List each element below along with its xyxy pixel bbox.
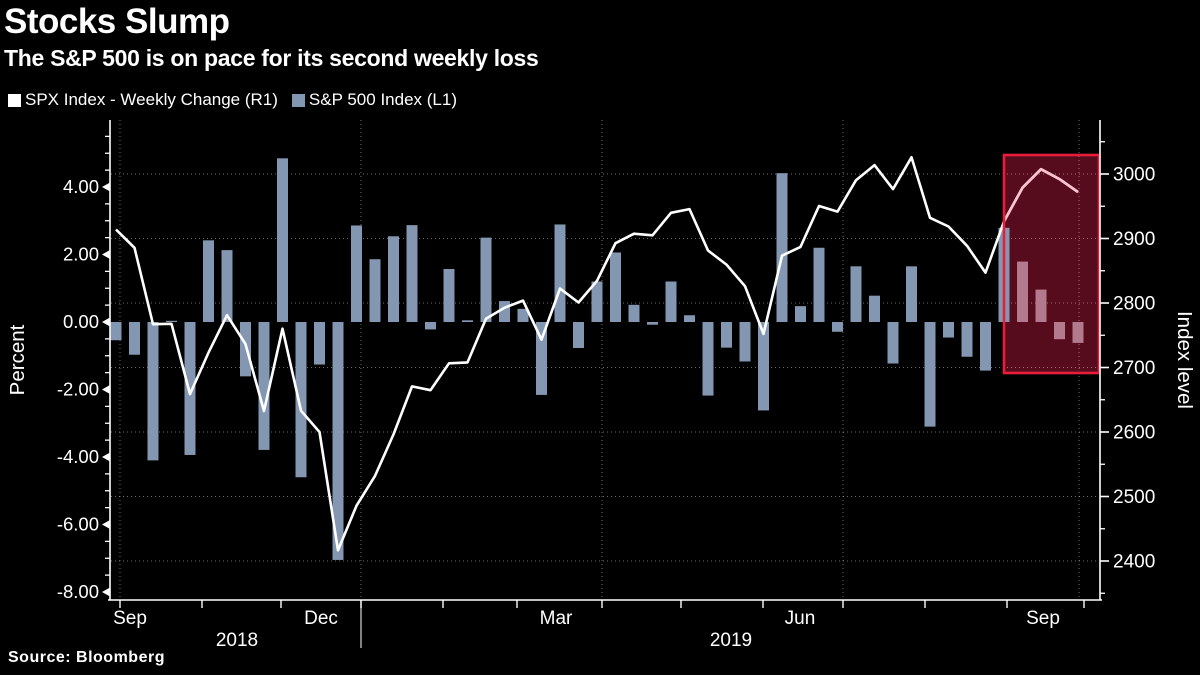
legend-item-weekly-change[interactable]: SPX Index - Weekly Change (R1)	[8, 90, 278, 110]
index-line	[115, 156, 1079, 552]
x-axis: Sep Dec Mar Jun Sep 2018 2019	[113, 600, 1085, 651]
weekly-change-bar	[203, 240, 214, 322]
weekly-change-bar	[406, 225, 418, 322]
weekly-change-bar	[369, 259, 381, 322]
weekly-change-bars	[110, 158, 1084, 560]
svg-text:Jun: Jun	[785, 608, 816, 629]
weekly-change-bar	[665, 281, 677, 322]
weekly-change-bar	[943, 322, 954, 338]
weekly-change-bar	[795, 306, 806, 322]
svg-text:2900: 2900	[1113, 229, 1155, 250]
weekly-change-bar	[480, 237, 492, 322]
weekly-change-bar	[240, 322, 251, 377]
weekly-change-bar	[462, 320, 473, 322]
svg-text:2400: 2400	[1113, 552, 1155, 573]
legend-swatch-weekly-change-icon	[8, 93, 21, 107]
weekly-change-bar	[758, 322, 769, 411]
weekly-change-bar	[924, 322, 936, 427]
weekly-change-bar	[425, 322, 436, 330]
legend-label-index: S&P 500 Index (L1)	[308, 90, 457, 109]
chart-legend: SPX Index - Weekly Change (R1) S&P 500 I…	[8, 90, 457, 110]
weekly-change-bar	[332, 322, 344, 560]
weekly-change-bar	[776, 173, 788, 322]
weekly-change-bar	[351, 225, 362, 322]
weekly-change-bar	[832, 322, 843, 332]
weekly-change-bar	[684, 315, 695, 322]
weekly-change-bar	[721, 322, 732, 348]
weekly-change-bar	[887, 322, 899, 364]
weekly-change-bar	[110, 322, 122, 341]
weekly-change-bar	[147, 322, 159, 461]
svg-text:2500: 2500	[1113, 487, 1155, 508]
weekly-change-bar	[258, 322, 270, 450]
weekly-change-bar	[277, 158, 288, 322]
svg-text:-2.00: -2.00	[57, 379, 99, 400]
highlight-region-border[interactable]	[1002, 153, 1101, 375]
weekly-change-bar	[1072, 322, 1084, 343]
weekly-change-bar	[702, 322, 714, 396]
weekly-change-bar	[610, 252, 621, 322]
weekly-change-bar	[813, 247, 825, 322]
svg-text:4.00: 4.00	[63, 176, 99, 197]
right-axis: 3000 2900 2800 2700 2600 2500 2400	[1100, 141, 1155, 594]
svg-text:2018: 2018	[216, 630, 258, 651]
page-title: Stocks Slump	[4, 2, 230, 41]
svg-text:2800: 2800	[1113, 294, 1155, 315]
weekly-change-bar	[166, 320, 177, 322]
weekly-change-bar	[1017, 261, 1028, 322]
weekly-change-bar	[1035, 289, 1047, 322]
weekly-change-bar	[980, 322, 991, 371]
weekly-change-bar	[739, 322, 751, 362]
weekly-change-bar	[554, 224, 566, 322]
weekly-change-bar	[129, 322, 140, 355]
svg-text:Mar: Mar	[540, 608, 573, 629]
weekly-change-bar	[499, 301, 510, 322]
weekly-change-bar	[388, 236, 399, 322]
svg-text:Dec: Dec	[304, 608, 338, 629]
weekly-change-bar	[1054, 322, 1065, 340]
source-note: Source: Bloomberg	[8, 649, 165, 666]
weekly-change-bar	[536, 322, 547, 395]
weekly-change-bar	[869, 295, 880, 322]
weekly-change-bar	[443, 269, 455, 322]
right-axis-title: Index level	[1173, 311, 1196, 409]
svg-text:3000: 3000	[1113, 165, 1155, 186]
left-axis: 4.00 2.00 0.00 -2.00 -4.00 -6.00 -8.00	[57, 135, 110, 602]
weekly-change-bar	[295, 322, 307, 478]
axes	[108, 120, 1102, 601]
page-subtitle: The S&P 500 is on pace for its second we…	[4, 45, 539, 71]
weekly-change-bar	[221, 250, 233, 322]
weekly-change-bar	[850, 266, 862, 322]
weekly-change-bar	[573, 322, 584, 348]
legend-swatch-index-icon	[291, 93, 305, 107]
svg-text:-4.00: -4.00	[57, 446, 99, 467]
weekly-change-bar	[184, 322, 196, 455]
svg-text:-8.00: -8.00	[57, 581, 99, 602]
legend-item-index[interactable]: S&P 500 Index (L1)	[291, 90, 457, 110]
weekly-change-bar	[647, 322, 658, 325]
weekly-change-bar	[628, 304, 640, 322]
left-axis-title: Percent	[6, 324, 29, 395]
weekly-change-bar	[591, 281, 603, 322]
svg-text:2019: 2019	[710, 630, 752, 651]
svg-text:-6.00: -6.00	[57, 514, 99, 535]
svg-text:2600: 2600	[1113, 423, 1155, 444]
svg-text:Sep: Sep	[1026, 608, 1060, 629]
gridlines	[111, 120, 1099, 600]
legend-label-weekly-change: SPX Index - Weekly Change (R1)	[25, 90, 278, 109]
svg-text:2700: 2700	[1113, 358, 1155, 379]
weekly-change-bar	[314, 322, 325, 365]
weekly-change-bar	[517, 308, 529, 322]
svg-text:0.00: 0.00	[63, 311, 99, 332]
weekly-change-bar	[961, 322, 973, 357]
weekly-change-bar	[906, 266, 917, 322]
svg-text:Sep: Sep	[113, 608, 147, 629]
svg-text:2.00: 2.00	[63, 244, 99, 265]
